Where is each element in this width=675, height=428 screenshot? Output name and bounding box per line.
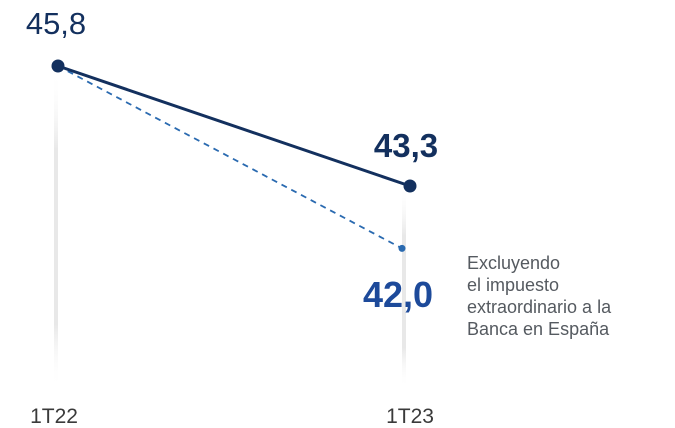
x-tick-label-1t23: 1T23 (386, 405, 434, 428)
data-label-1t22: 45,8 (26, 6, 86, 41)
annotation-excluding-tax: Excluyendo el impuesto extraordinario a … (467, 252, 667, 340)
data-point-1t23-excluding-tax (398, 244, 406, 252)
series-line-main (57, 64, 411, 188)
guide-line-1t22 (54, 70, 58, 388)
annotation-line: el impuesto (467, 275, 560, 295)
data-point-1t23 (403, 179, 417, 193)
data-label-1t23-excluding-tax: 42,0 (363, 274, 433, 315)
annotation-line: Excluyendo (467, 253, 561, 273)
data-label-1t23: 43,3 (374, 127, 438, 164)
guide-line-1t23 (402, 185, 406, 388)
data-point-1t22 (51, 59, 65, 73)
annotation-line: Banca en España (467, 319, 610, 339)
x-tick-label-1t22: 1T22 (30, 405, 78, 428)
annotation-line: extraordinario a la (467, 297, 612, 317)
series-line-excluding-tax (57, 65, 403, 250)
